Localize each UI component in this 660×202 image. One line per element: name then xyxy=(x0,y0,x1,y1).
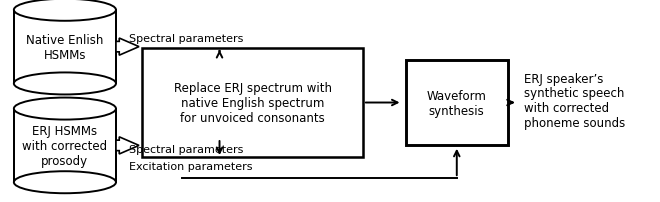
Text: Excitation parameters: Excitation parameters xyxy=(129,161,253,171)
Bar xyxy=(14,11,116,84)
Bar xyxy=(14,109,116,182)
Ellipse shape xyxy=(14,171,116,193)
Text: Native Enlish
HSMMs: Native Enlish HSMMs xyxy=(26,34,104,61)
Polygon shape xyxy=(116,39,139,56)
Ellipse shape xyxy=(14,73,116,95)
Text: Waveform
synthesis: Waveform synthesis xyxy=(427,89,486,117)
Bar xyxy=(406,61,508,145)
Polygon shape xyxy=(116,137,139,154)
Bar xyxy=(143,49,363,157)
Text: Spectral parameters: Spectral parameters xyxy=(129,34,244,44)
Ellipse shape xyxy=(14,98,116,120)
Ellipse shape xyxy=(14,0,116,22)
Text: ERJ speaker’s
synthetic speech
with corrected
phoneme sounds: ERJ speaker’s synthetic speech with corr… xyxy=(524,72,626,130)
Text: ERJ HSMMs
with corrected
prosody: ERJ HSMMs with corrected prosody xyxy=(22,124,108,167)
Text: Replace ERJ spectrum with
native English spectrum
for unvoiced consonants: Replace ERJ spectrum with native English… xyxy=(174,82,331,124)
Text: Spectral parameters: Spectral parameters xyxy=(129,144,244,154)
